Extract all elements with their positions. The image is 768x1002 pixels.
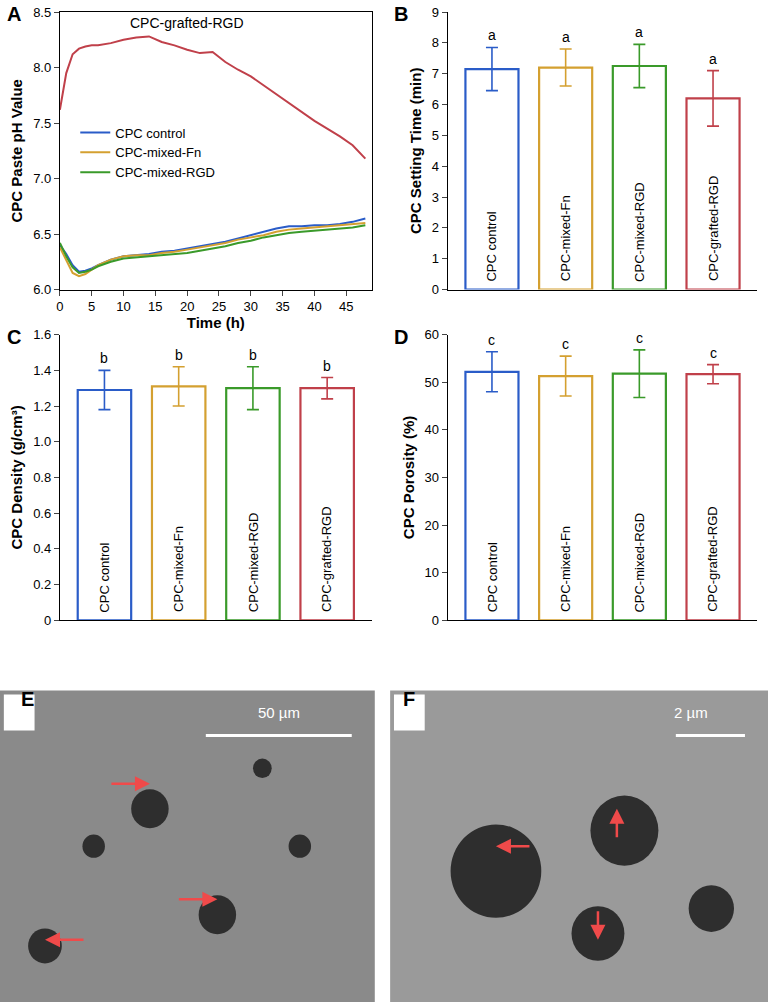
svg-text:5: 5 [88, 299, 95, 314]
svg-text:5: 5 [432, 128, 439, 143]
svg-text:50: 50 [425, 375, 439, 390]
svg-text:0.4: 0.4 [33, 541, 51, 556]
svg-text:0: 0 [432, 282, 439, 297]
svg-text:CPC-mixed-Fn: CPC-mixed-Fn [558, 195, 573, 281]
svg-text:0: 0 [56, 299, 63, 314]
svg-text:7.5: 7.5 [33, 116, 51, 131]
svg-text:40: 40 [307, 299, 321, 314]
svg-text:9: 9 [432, 5, 439, 20]
svg-text:a: a [635, 24, 643, 40]
svg-text:20: 20 [180, 299, 194, 314]
svg-text:CPC Setting Time (min): CPC Setting Time (min) [407, 68, 424, 234]
svg-text:8.0: 8.0 [33, 60, 51, 75]
svg-text:CPC Density (g/cm³): CPC Density (g/cm³) [8, 405, 25, 549]
svg-text:0.8: 0.8 [33, 470, 51, 485]
svg-text:1.0: 1.0 [33, 434, 51, 449]
svg-text:8.5: 8.5 [33, 5, 51, 20]
svg-text:C: C [7, 326, 21, 348]
svg-text:CPC control: CPC control [484, 211, 499, 281]
svg-text:CPC-mixed-RGD: CPC-mixed-RGD [632, 182, 647, 282]
svg-text:CPC-mixed-RGD: CPC-mixed-RGD [632, 513, 647, 613]
svg-text:6.5: 6.5 [33, 227, 51, 242]
svg-text:Time (h): Time (h) [187, 314, 245, 331]
svg-text:b: b [175, 347, 183, 363]
svg-text:E: E [21, 688, 34, 710]
svg-text:a: a [562, 29, 570, 45]
svg-text:CPC control: CPC control [97, 542, 112, 612]
svg-text:CPC-grafted-RGD: CPC-grafted-RGD [705, 506, 720, 611]
svg-text:10: 10 [425, 565, 439, 580]
svg-text:CPC control: CPC control [485, 542, 500, 612]
svg-text:D: D [394, 326, 408, 348]
svg-text:10: 10 [116, 299, 130, 314]
svg-text:0.6: 0.6 [33, 506, 51, 521]
svg-text:0: 0 [432, 613, 439, 628]
svg-text:CPC control: CPC control [115, 126, 185, 141]
svg-text:50 µm: 50 µm [258, 704, 300, 721]
svg-text:CPC-mixed-Fn: CPC-mixed-Fn [171, 526, 186, 612]
svg-text:CPC Porosity (%): CPC Porosity (%) [400, 416, 417, 539]
svg-text:CPC-mixed-Fn: CPC-mixed-Fn [558, 526, 573, 612]
svg-text:b: b [323, 358, 331, 374]
svg-text:8: 8 [432, 35, 439, 50]
svg-text:2 µm: 2 µm [674, 704, 708, 721]
svg-text:c: c [636, 330, 643, 346]
svg-text:60: 60 [425, 327, 439, 342]
svg-text:30: 30 [244, 299, 258, 314]
svg-text:c: c [488, 332, 495, 348]
svg-text:a: a [488, 27, 496, 43]
svg-text:15: 15 [148, 299, 162, 314]
svg-text:35: 35 [275, 299, 289, 314]
svg-text:CPC-mixed-RGD: CPC-mixed-RGD [115, 165, 215, 180]
svg-text:45: 45 [339, 299, 353, 314]
svg-text:0.2: 0.2 [33, 577, 51, 592]
svg-text:3: 3 [432, 190, 439, 205]
svg-text:CPC Paste pH Value: CPC Paste pH Value [8, 79, 25, 222]
svg-text:40: 40 [425, 422, 439, 437]
svg-text:6: 6 [432, 97, 439, 112]
svg-text:6.0: 6.0 [33, 282, 51, 297]
svg-text:b: b [100, 350, 108, 366]
svg-text:30: 30 [425, 470, 439, 485]
svg-text:7.0: 7.0 [33, 171, 51, 186]
svg-text:CPC-grafted-RGD: CPC-grafted-RGD [319, 506, 334, 611]
svg-text:1.4: 1.4 [33, 363, 51, 378]
svg-text:4: 4 [432, 159, 439, 174]
svg-text:A: A [7, 3, 21, 25]
svg-text:c: c [562, 336, 569, 352]
svg-text:CPC-grafted-RGD: CPC-grafted-RGD [130, 15, 244, 31]
svg-text:CPC-mixed-Fn: CPC-mixed-Fn [115, 145, 201, 160]
svg-text:CPC-grafted-RGD: CPC-grafted-RGD [706, 176, 721, 281]
svg-text:1.2: 1.2 [33, 399, 51, 414]
svg-text:CPC-mixed-RGD: CPC-mixed-RGD [246, 512, 261, 612]
svg-text:b: b [249, 347, 257, 363]
svg-text:c: c [710, 345, 717, 361]
svg-text:1.6: 1.6 [33, 327, 51, 342]
svg-text:a: a [709, 51, 717, 67]
svg-text:20: 20 [425, 518, 439, 533]
svg-text:2: 2 [432, 220, 439, 235]
svg-text:0: 0 [44, 613, 51, 628]
svg-text:7: 7 [432, 66, 439, 81]
svg-text:1: 1 [432, 251, 439, 266]
svg-text:B: B [394, 3, 408, 25]
svg-text:F: F [403, 688, 415, 710]
svg-text:25: 25 [212, 299, 226, 314]
